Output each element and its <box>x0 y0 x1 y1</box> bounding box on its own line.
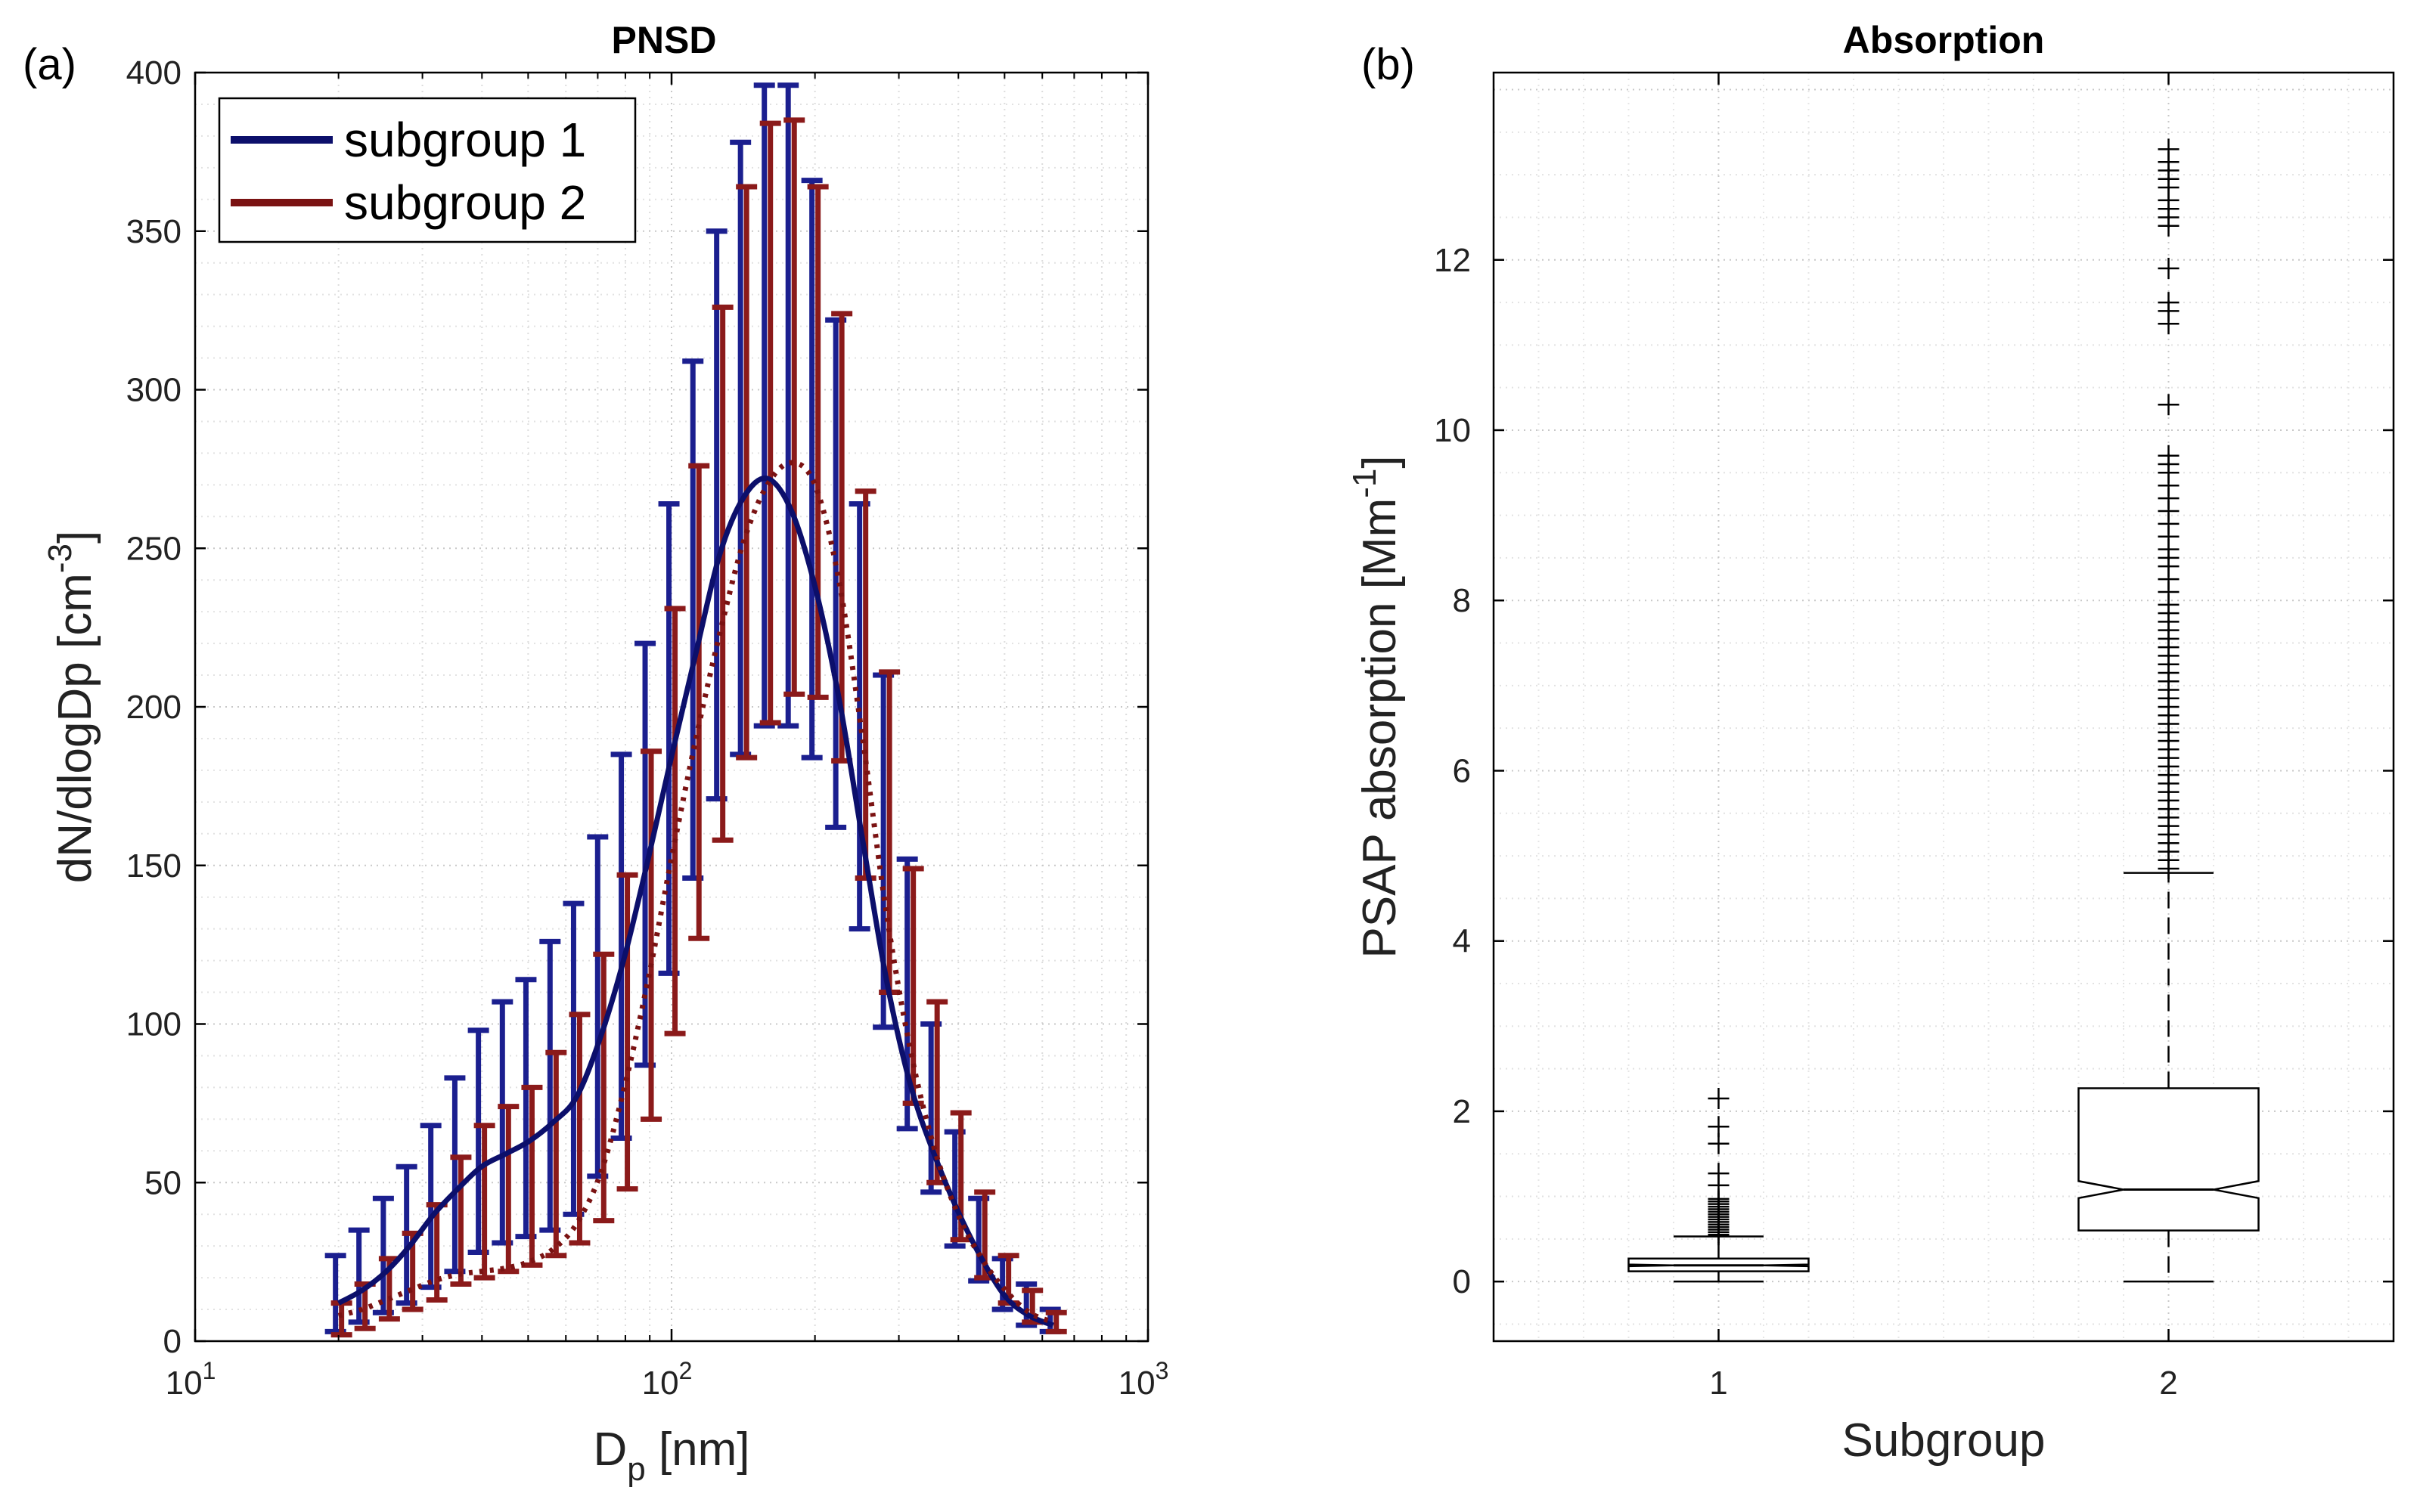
pnsd-legend: subgroup 1 subgroup 2 <box>218 97 637 243</box>
x-tick-label: 102 <box>642 1357 693 1402</box>
y-tick-label: 0 <box>163 1323 182 1360</box>
y-tick-label: 300 <box>126 372 182 409</box>
legend-label-subgroup-1: subgroup 1 <box>344 113 586 167</box>
series-line-subgroup-2 <box>337 460 1055 1325</box>
y-tick-label: 250 <box>126 530 182 567</box>
panel-label-a: (a) <box>23 40 76 89</box>
y-tick-label: 2 <box>1453 1093 1471 1130</box>
pnsd-lines <box>337 460 1055 1328</box>
legend-label-subgroup-2: subgroup 2 <box>344 175 586 230</box>
y-tick-label: 12 <box>1434 242 1471 279</box>
x-tick-label: 1 <box>1709 1365 1727 1402</box>
absorption-x-axis-label: Subgroup <box>1842 1414 2046 1467</box>
absorption-boxplots <box>1627 138 2260 1283</box>
pnsd-x-axis-label: Dp [nm] <box>593 1424 749 1488</box>
y-tick-label: 6 <box>1453 752 1471 789</box>
x-tick-label: 103 <box>1118 1357 1169 1402</box>
panel-label-b: (b) <box>1361 40 1415 89</box>
y-tick-label: 10 <box>1434 412 1471 449</box>
outlier-marker <box>1708 1116 1730 1138</box>
outlier-marker <box>2158 138 2180 160</box>
y-tick-label: 0 <box>1453 1263 1471 1300</box>
y-tick-label: 150 <box>126 847 182 885</box>
outlier-marker <box>2158 445 2180 466</box>
outlier-marker <box>2158 292 2180 314</box>
x-tick-label: 101 <box>166 1357 216 1402</box>
y-tick-label: 8 <box>1453 582 1471 619</box>
absorption-y-axis-label: PSAP absorption [Mm-1] <box>1346 455 1406 958</box>
legend-box <box>218 97 637 243</box>
y-tick-label: 50 <box>144 1164 182 1201</box>
y-tick-label: 400 <box>126 54 182 91</box>
pnsd-y-axis-label: dN/dlogDp [cm-3] <box>42 531 101 883</box>
outlier-marker <box>1708 1163 1730 1185</box>
outlier-marker <box>1708 1088 1730 1110</box>
y-tick-label: 350 <box>126 213 182 250</box>
y-tick-label: 200 <box>126 689 182 726</box>
y-tick-label: 4 <box>1453 923 1471 960</box>
outlier-marker <box>2158 394 2180 416</box>
y-tick-label: 100 <box>126 1006 182 1043</box>
pnsd-panel: (a) PNSD 0 50 100 150 200 250 300 350 400 101 102 1… <box>23 19 1168 1488</box>
outlier-marker <box>2158 258 2180 280</box>
absorption-chart-title: Absorption <box>1843 19 2045 61</box>
pnsd-errorbars <box>324 82 1067 1338</box>
absorption-axes-box <box>1492 71 2395 1343</box>
series-line-subgroup-1 <box>337 476 1055 1328</box>
pnsd-ticks: 0 50 100 150 200 250 300 350 400 101 102 103 <box>126 54 1169 1402</box>
box-subgroup-2 <box>2077 1087 2260 1232</box>
x-tick-label: 2 <box>2159 1365 2177 1402</box>
pnsd-chart-title: PNSD <box>612 19 717 61</box>
